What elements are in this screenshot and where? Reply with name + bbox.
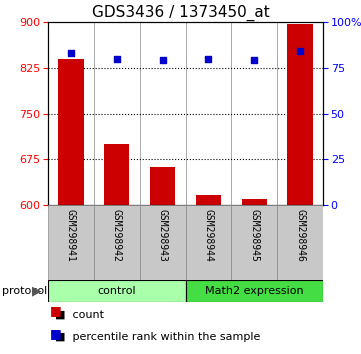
Bar <box>186 280 323 302</box>
Text: GDS3436 / 1373450_at: GDS3436 / 1373450_at <box>92 5 269 21</box>
Text: ■  percentile rank within the sample: ■ percentile rank within the sample <box>48 332 260 342</box>
Text: control: control <box>97 286 136 296</box>
Point <box>160 58 165 63</box>
Bar <box>287 24 313 205</box>
Text: ■  count: ■ count <box>48 309 104 319</box>
Point <box>297 48 303 54</box>
Point <box>114 56 119 62</box>
Text: GSM298943: GSM298943 <box>158 209 168 262</box>
Text: GSM298941: GSM298941 <box>66 209 76 262</box>
Bar <box>231 205 277 280</box>
Bar <box>48 280 186 302</box>
Text: ▶: ▶ <box>32 285 42 297</box>
Point <box>251 58 257 63</box>
Text: ■: ■ <box>50 327 62 340</box>
Bar <box>196 195 221 205</box>
Bar <box>277 205 323 280</box>
Text: ■: ■ <box>50 304 62 317</box>
Text: GSM298944: GSM298944 <box>203 209 213 262</box>
Point <box>205 56 211 62</box>
Bar <box>48 205 94 280</box>
Bar <box>140 205 186 280</box>
Bar <box>150 167 175 205</box>
Bar <box>58 59 83 205</box>
Text: GSM298946: GSM298946 <box>295 209 305 262</box>
Text: protocol: protocol <box>2 286 47 296</box>
Bar <box>186 205 231 280</box>
Text: Math2 expression: Math2 expression <box>205 286 304 296</box>
Text: GSM298945: GSM298945 <box>249 209 259 262</box>
Bar <box>104 144 129 205</box>
Text: GSM298942: GSM298942 <box>112 209 122 262</box>
Bar <box>242 199 267 205</box>
Bar <box>94 205 140 280</box>
Point <box>68 50 74 56</box>
